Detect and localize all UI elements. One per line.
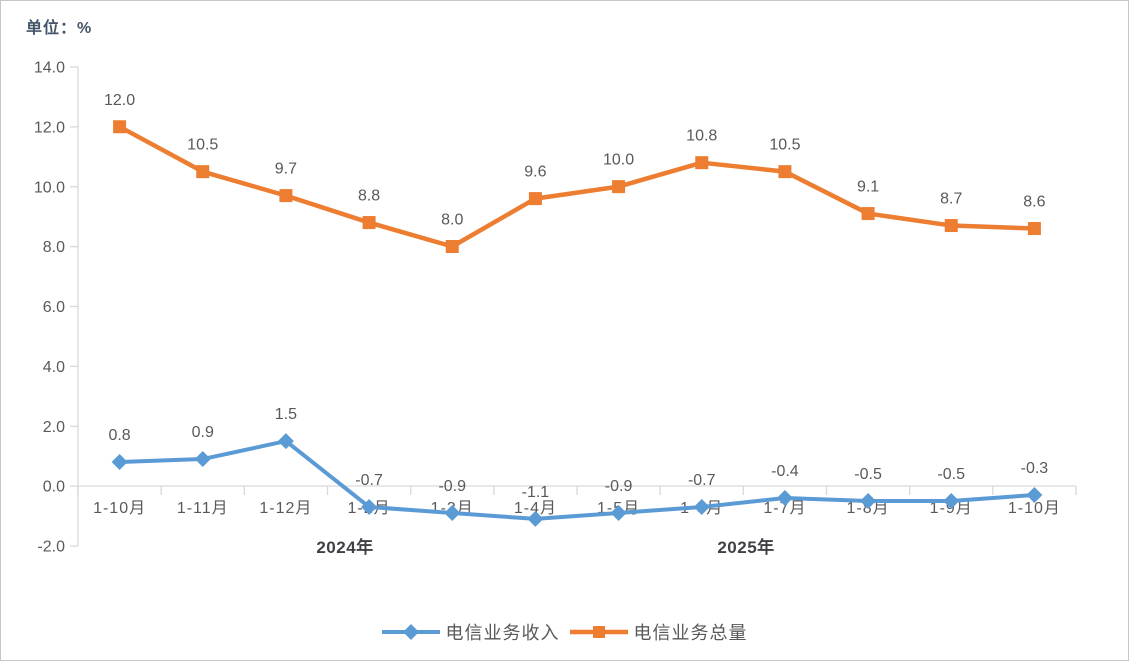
y-tick-label: 2.0 (43, 419, 65, 436)
x-tick-label: 1-7月 (763, 500, 806, 517)
y-tick-label: 8.0 (43, 239, 65, 256)
legend-item-volume: 电信业务总量 (569, 619, 748, 645)
data-point-marker (860, 492, 877, 509)
data-point-marker (113, 120, 127, 134)
data-point-marker (445, 240, 459, 253)
data-label: 12.0 (104, 92, 135, 109)
data-label: -0.5 (854, 466, 882, 483)
data-label: 10.8 (686, 128, 717, 145)
data-point-marker (695, 156, 709, 170)
data-label: -0.7 (688, 472, 716, 489)
data-label: 10.5 (187, 137, 218, 154)
data-point-marker (693, 498, 710, 515)
legend-label-revenue: 电信业务收入 (445, 623, 560, 643)
x-tick-label: 1-10月 (93, 500, 146, 517)
data-label: -1.1 (522, 484, 550, 501)
data-point-marker (111, 454, 128, 471)
y-tick-label: 14.0 (34, 60, 65, 77)
data-point-marker (279, 189, 293, 203)
unit-label: 单位：% (26, 20, 93, 37)
y-tick-label: 12.0 (34, 119, 65, 136)
x-tick-label: 1-11月 (177, 500, 229, 517)
legend-swatch-diamond-icon (381, 624, 440, 640)
y-tick-label: 4.0 (43, 359, 65, 376)
data-point-marker (361, 498, 378, 515)
data-label: 0.9 (192, 424, 214, 441)
data-point-marker (194, 451, 211, 468)
data-point-marker (362, 216, 376, 230)
data-point-marker (861, 207, 875, 221)
data-point-marker (1027, 222, 1041, 236)
data-point-marker (943, 492, 960, 509)
data-point-marker (944, 219, 958, 233)
x-tick-label: 1-12月 (259, 500, 312, 517)
data-point-marker (527, 510, 544, 527)
data-label: 1.5 (275, 406, 297, 423)
year-label: 2025年 (717, 537, 774, 557)
series-line-0 (117, 439, 1037, 521)
legend-label-volume: 电信业务总量 (633, 623, 748, 643)
data-point-marker (196, 165, 210, 179)
data-point-marker (528, 192, 542, 206)
data-label: 10.0 (603, 152, 634, 169)
x-tick-label: 1-9月 (930, 500, 973, 517)
data-point-marker (776, 489, 793, 506)
data-point-marker (277, 433, 294, 450)
data-label: -0.7 (355, 472, 383, 489)
data-label: -0.3 (1021, 460, 1049, 477)
year-label: 2024年 (316, 537, 373, 557)
data-label: -0.5 (937, 466, 965, 483)
data-point-marker (610, 504, 627, 521)
series-line-1 (117, 124, 1037, 249)
data-label: 8.0 (441, 212, 463, 229)
legend-swatch-square-icon (569, 626, 628, 638)
y-tick-label: -2.0 (37, 539, 65, 556)
y-tick-label: 10.0 (34, 179, 65, 196)
legend-item-revenue: 电信业务收入 (381, 619, 560, 645)
data-point-marker (444, 504, 461, 521)
y-tick-label: 6.0 (43, 299, 65, 316)
data-point-marker (612, 180, 626, 194)
data-label: -0.9 (605, 478, 633, 495)
data-label: 9.7 (275, 161, 297, 178)
data-label: 8.7 (940, 191, 962, 208)
data-point-marker (778, 165, 792, 179)
data-label: 0.8 (108, 427, 130, 444)
data-label: -0.4 (771, 463, 799, 480)
x-tick-label: 1-4月 (514, 500, 557, 517)
y-tick-label: 0.0 (43, 479, 65, 496)
data-point-marker (1026, 486, 1043, 503)
data-label: 10.5 (769, 137, 800, 154)
x-tick-label: 1-8月 (847, 500, 890, 517)
data-label: -0.9 (438, 478, 466, 495)
data-label: 9.6 (524, 164, 546, 181)
data-label: 9.1 (857, 179, 879, 196)
legend: 电信业务收入 电信业务总量 (1, 619, 1128, 645)
data-label: 8.6 (1023, 194, 1045, 211)
x-tick-label: 1-10月 (1008, 500, 1061, 517)
data-label: 8.8 (358, 188, 380, 205)
